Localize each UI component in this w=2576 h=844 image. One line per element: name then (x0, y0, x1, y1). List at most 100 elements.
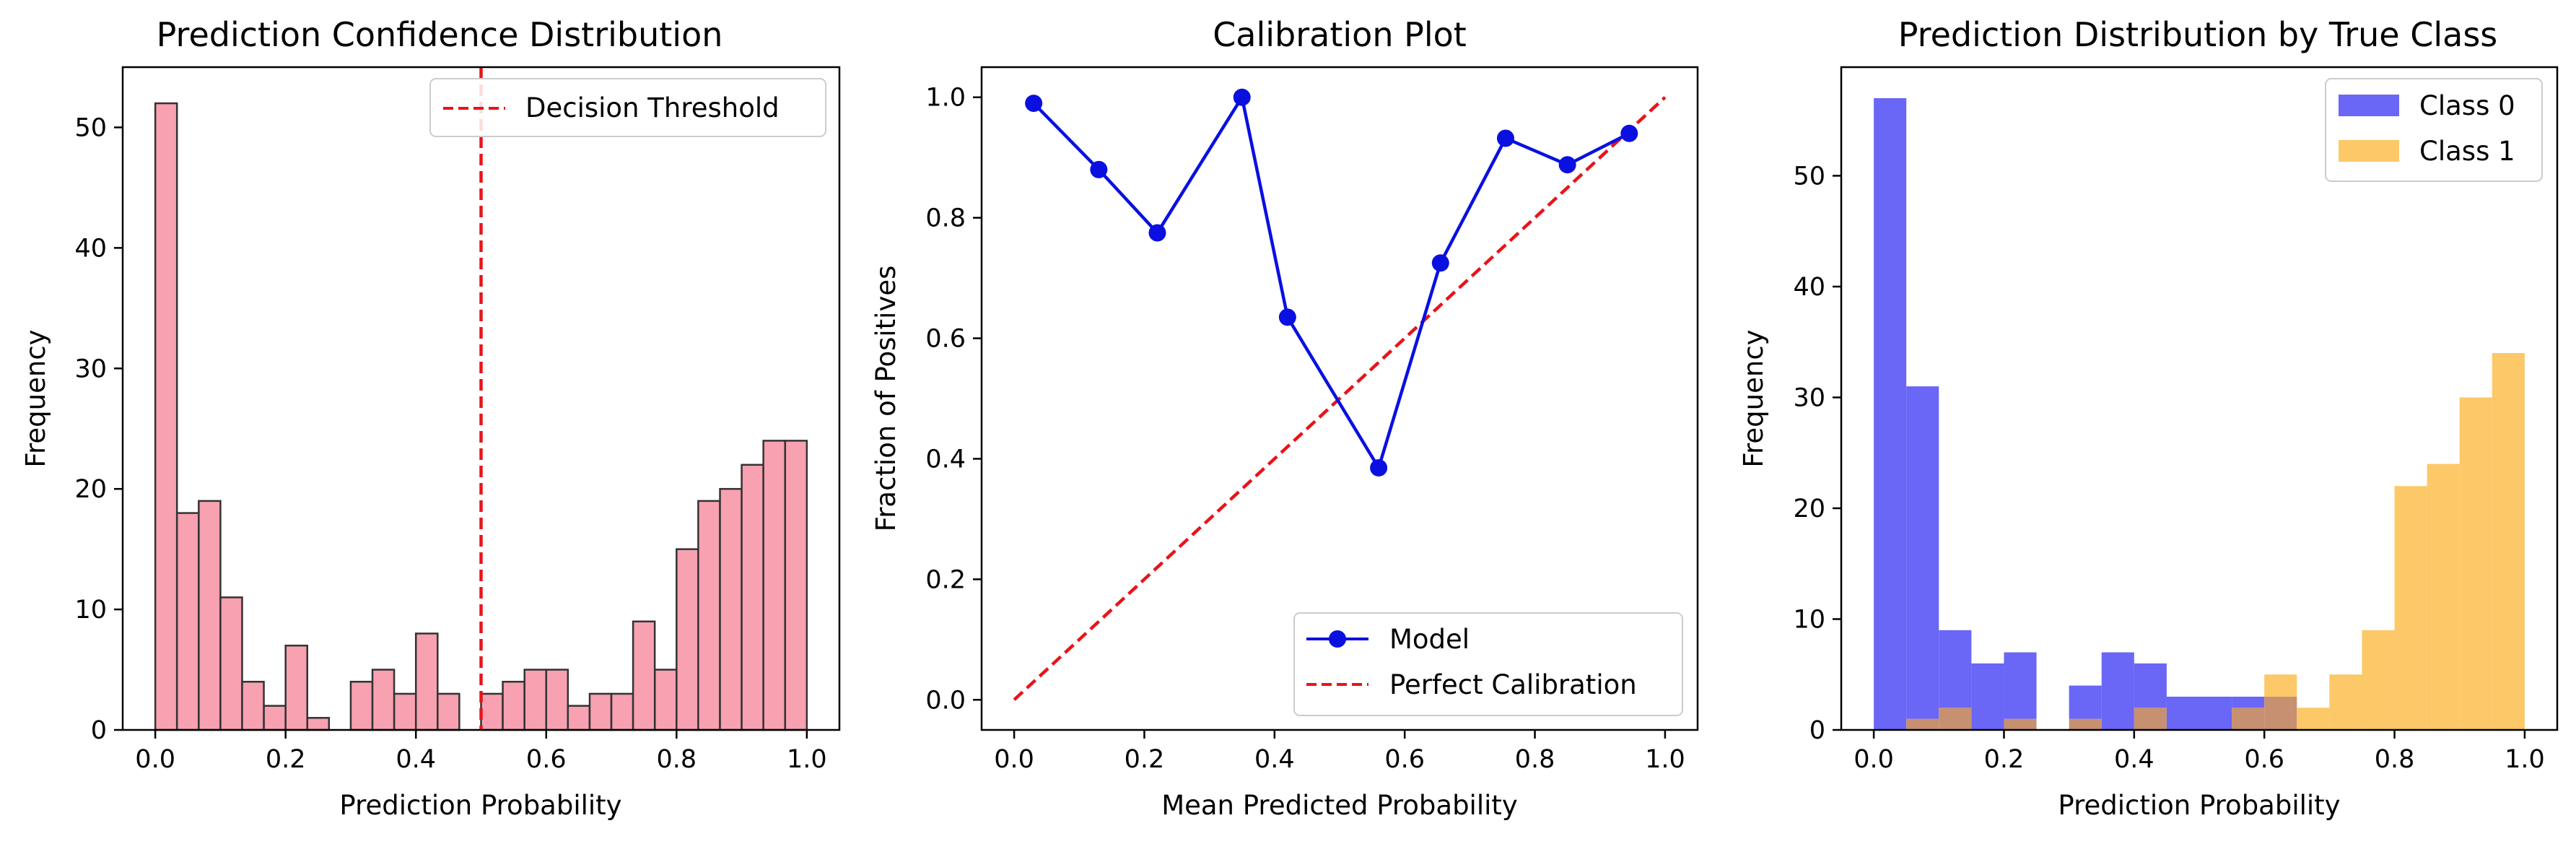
histogram-bar (632, 620, 656, 731)
model-point (1278, 308, 1296, 326)
panel3-xlabel: Prediction Probability (2058, 790, 2340, 821)
histogram-bar (437, 692, 460, 731)
class-overlap-bar (2134, 708, 2167, 730)
panel1-ylabel: Frequency (20, 329, 51, 467)
class1-bar (2264, 674, 2297, 697)
panel2-ytick-label: 0.2 (925, 565, 966, 594)
histogram-bar (263, 705, 287, 731)
histogram-bar (154, 102, 178, 731)
panel3-axes-frame (1840, 66, 2559, 731)
class-overlap-bar (1906, 718, 1939, 730)
model-point (1025, 95, 1043, 113)
panel-confidence-distribution: Prediction Confidence Distribution 0.0 0.… (20, 15, 841, 821)
model-point (1558, 156, 1576, 174)
legend-frame (429, 78, 826, 137)
panel3-ylabel: Frequency (1738, 329, 1769, 467)
model-point (1620, 124, 1638, 142)
class0-bar (1874, 97, 1907, 730)
model-point (1233, 88, 1251, 106)
panel3-ytick-label: 30 (1793, 383, 1825, 412)
panel3-xtick-label: 0.0 (1854, 745, 1894, 774)
model-point (1090, 160, 1108, 178)
histogram-bar (741, 464, 764, 731)
legend-frame (1293, 612, 1683, 716)
model-point (1148, 224, 1166, 242)
panel2-ytick-label: 1.0 (925, 84, 966, 113)
histogram-bar (414, 632, 439, 731)
panel2-ylabel: Fraction of Positives (870, 266, 901, 532)
class0-bar (2232, 696, 2265, 708)
class1-bar (2492, 353, 2525, 731)
panel1-xtick-label: 0.0 (135, 745, 175, 774)
histogram-bar (784, 440, 808, 731)
class1-bar (2394, 486, 2427, 730)
panel2-xtick-label: 0.8 (1515, 745, 1555, 774)
panel1-ytick-label: 40 (74, 234, 107, 263)
panel3-ytick-label: 20 (1793, 495, 1825, 523)
panel3-xtick-label: 1.0 (2505, 745, 2545, 774)
class0-bar (1939, 630, 1972, 708)
panel3-xtick-label: 0.2 (1984, 745, 2025, 774)
panel3-xtick-label: 0.8 (2375, 745, 2415, 774)
panel1-bars (154, 102, 808, 731)
histogram-bar (697, 500, 721, 731)
histogram-bar (610, 692, 634, 731)
legend-class0-label: Class 0 (2419, 90, 2515, 121)
histogram-bar (284, 644, 308, 731)
panel1-xlabel: Prediction Probability (339, 790, 621, 821)
histogram-bar (545, 669, 569, 731)
panel3-title: Prediction Distribution by True Class (1898, 15, 2498, 54)
panel2-xtick-label: 0.6 (1384, 745, 1425, 774)
model-line (1032, 92, 1630, 472)
class0-bar (2199, 696, 2232, 730)
panel2-axes-frame (980, 66, 1699, 731)
legend-class1-label: Class 1 (2419, 136, 2515, 167)
class1-bar (2362, 630, 2395, 730)
panel2-ytick-label: 0.0 (925, 686, 966, 715)
histogram-bar (371, 669, 396, 731)
panel2-ytick-label: 0.8 (925, 204, 966, 233)
class1-bar (2297, 708, 2330, 730)
panel2-xtick-label: 0.4 (1254, 745, 1295, 774)
histogram-bar (175, 512, 200, 731)
panel-calibration-plot: Calibration Plot 0.0 0.2 0.4 0.6 0.8 1.0 0.00… (870, 15, 1699, 821)
histogram-bar (719, 487, 743, 731)
panel2-x-ticks: 0.0 0.2 0.4 0.6 0.8 1.0 (994, 730, 1685, 774)
panel1-xtick-label: 1.0 (787, 745, 827, 774)
panel3-ytick-label: 50 (1793, 162, 1825, 191)
panel1-xtick-label: 0.6 (526, 745, 567, 774)
panel3-bars (1874, 97, 2525, 731)
class-overlap-bar (2069, 718, 2102, 730)
class0-bar (2069, 685, 2102, 719)
legend-class1-swatch (2339, 140, 2399, 162)
panel1-title: Prediction Confidence Distribution (157, 15, 723, 54)
legend-perfect-label: Perfect Calibration (1389, 669, 1637, 700)
panel2-xtick-label: 0.0 (994, 745, 1034, 774)
panel1-legend: Decision Threshold (429, 78, 826, 137)
model-point (1431, 254, 1449, 272)
class-overlap-bar (1939, 708, 1972, 730)
legend-model-label: Model (1389, 624, 1470, 655)
class0-bar (2134, 663, 2167, 708)
legend-class0-swatch (2339, 95, 2399, 116)
class1-bar (2459, 397, 2492, 730)
panel1-ytick-label: 0 (91, 716, 107, 745)
histogram-bar (480, 692, 504, 731)
panel1-ytick-label: 10 (74, 596, 107, 625)
histogram-bar (393, 692, 417, 731)
panel3-ytick-label: 40 (1793, 273, 1825, 302)
panel2-legend: Model Perfect Calibration (1293, 612, 1683, 716)
class1-bar (2329, 674, 2362, 730)
perfect-calibration-line (1013, 96, 1667, 701)
histogram-bar (567, 705, 591, 731)
panel2-ytick-label: 0.4 (925, 445, 966, 474)
panel1-axes-frame (121, 66, 841, 731)
class1-bar (2427, 464, 2460, 730)
class0-bar (2166, 696, 2199, 730)
panel1-xtick-label: 0.4 (396, 745, 436, 774)
panel3-x-ticks: 0.0 0.2 0.4 0.6 0.8 1.0 (1854, 730, 2545, 774)
histogram-bar (523, 669, 548, 731)
class-overlap-bar (2004, 718, 2037, 730)
class-overlap-bar (2232, 708, 2265, 730)
